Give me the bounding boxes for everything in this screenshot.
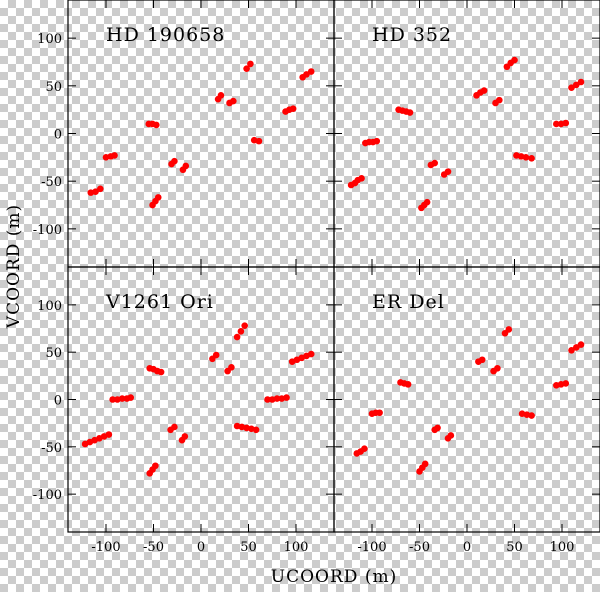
y-tick-label: 0 (54, 394, 62, 409)
data-point (217, 92, 225, 99)
data-point (181, 433, 189, 440)
x-tick-label: -50 (409, 540, 430, 555)
data-point (105, 431, 113, 438)
panel-title: ER Del (372, 291, 445, 313)
data-point (404, 381, 412, 388)
data-point (447, 432, 455, 439)
data-point (358, 175, 365, 182)
data-point (243, 65, 250, 72)
x-tick-label: 0 (463, 540, 471, 555)
data-point (522, 154, 530, 161)
data-point (423, 198, 431, 206)
data-point (307, 68, 315, 75)
data-point (444, 168, 452, 175)
data-point (118, 395, 126, 402)
data-point (480, 87, 488, 94)
data-point (157, 368, 165, 376)
y-tick-label: 50 (45, 80, 62, 95)
data-point (97, 185, 104, 193)
y-tick-label: 50 (45, 346, 62, 361)
data-point (264, 396, 271, 403)
data-point (577, 78, 585, 86)
y-tick-label: 100 (37, 32, 62, 47)
x-tick-label: -50 (143, 540, 164, 555)
data-point (233, 333, 241, 341)
panel-2: HD 352 (333, 0, 600, 268)
data-point (496, 96, 503, 104)
panel-title: HD 190658 (106, 24, 225, 46)
data-point (562, 380, 570, 387)
data-point (212, 351, 220, 359)
x-tick-label: 100 (284, 540, 309, 555)
data-point (307, 350, 315, 358)
data-point (553, 120, 560, 128)
data-point (154, 194, 162, 201)
y-tick-label: -50 (41, 441, 62, 456)
x-tick-label: 100 (550, 540, 575, 555)
data-point (562, 119, 570, 127)
data-point (528, 154, 535, 162)
data-point (171, 157, 178, 165)
data-point (572, 81, 580, 89)
x-tick-label: 0 (197, 540, 205, 555)
x-tick-label: 50 (240, 540, 257, 555)
y-tick-label: -50 (41, 175, 62, 190)
data-point (241, 322, 248, 329)
data-point (478, 356, 486, 364)
x-tick-label: -100 (357, 540, 386, 555)
data-point (171, 423, 178, 431)
data-point (153, 121, 160, 129)
data-point (273, 395, 281, 402)
y-tick-label: 0 (54, 128, 62, 143)
data-point (406, 109, 414, 116)
data-point (528, 412, 535, 419)
panel-4: -100 -50 0 50 100 ER Del (333, 266, 600, 555)
data-point (228, 364, 235, 371)
panel-1: -100 -50 0 50 100 HD 190658 (33, 0, 335, 268)
data-point (373, 137, 381, 145)
panel-title: V1261 Ori (105, 291, 214, 313)
data-point (283, 394, 290, 401)
data-point (237, 328, 245, 335)
data-point (376, 409, 383, 417)
data-point (577, 341, 585, 348)
data-point (255, 137, 263, 145)
panel-3: -100 -50 0 50 100 -100 -50 0 50 100 V1261 Ori (33, 266, 335, 555)
data-point (421, 460, 429, 468)
x-axis-label: UCOORD (m) (271, 567, 397, 587)
data-point (572, 344, 580, 351)
data-point (109, 396, 116, 403)
data-point (505, 326, 513, 333)
x-tick-label: -100 (91, 540, 120, 555)
data-point (152, 462, 159, 470)
data-point (303, 71, 310, 78)
data-point (230, 97, 237, 105)
data-point (568, 346, 575, 354)
data-point (289, 105, 297, 113)
panel-title: HD 352 (372, 24, 452, 46)
data-point (434, 424, 441, 432)
data-point (431, 159, 439, 167)
data-point (92, 188, 99, 195)
data-point (252, 426, 260, 434)
y-tick-label: -100 (33, 488, 62, 503)
data-point (361, 445, 368, 453)
data-point (182, 162, 190, 170)
x-tick-label: 50 (506, 540, 523, 555)
data-point (127, 394, 134, 401)
data-point (111, 152, 118, 159)
y-tick-label: -100 (33, 223, 62, 238)
data-point (494, 364, 501, 372)
data-point (247, 60, 254, 68)
y-axis-label: VCOORD (m) (4, 204, 24, 329)
data-point (568, 84, 575, 92)
data-point (511, 56, 518, 64)
y-tick-label: 100 (37, 299, 62, 314)
